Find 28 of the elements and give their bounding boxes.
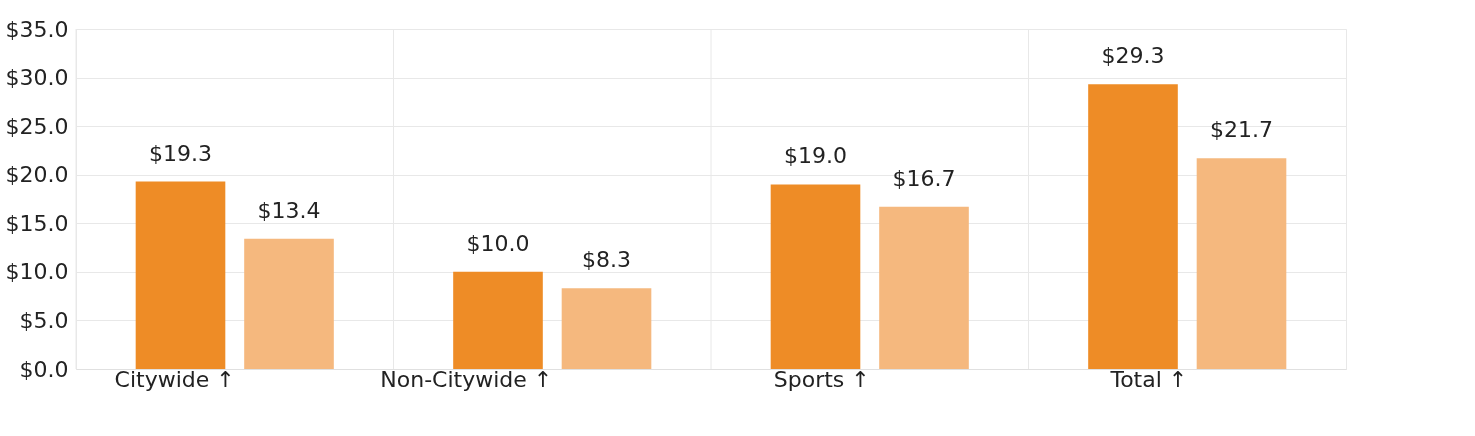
text: $19.3 [149,140,212,166]
text: $21.7 [1210,117,1273,143]
bar [1088,84,1178,369]
bar [453,271,543,369]
text: $13.4 [257,197,321,223]
text: $8.3 [582,247,631,273]
x-tick-label: Sports ↑ [773,366,870,392]
bar [135,181,226,369]
bar [879,206,969,369]
text: $10.0 [466,230,530,256]
text: $19.0 [784,143,847,169]
y-tick-label: $0.0 [19,356,69,382]
x-tick-label: Non-Citywide ↑ [380,366,553,392]
y-tick-label: $15.0 [5,210,69,236]
x-tick-label: Citywide ↑ [114,366,235,392]
bar [561,288,652,369]
y-tick-label: $25.0 [5,113,69,139]
y-tick-label: $10.0 [5,259,69,285]
y-tick-label: $30.0 [5,65,69,91]
x-tick-label: Total ↑ [1109,366,1188,392]
bar [770,184,861,369]
y-tick-label: $20.0 [5,162,69,188]
text: $29.3 [1101,43,1165,69]
text: $16.7 [892,165,956,191]
y-tick-label: $5.0 [19,307,69,333]
bar [1196,158,1287,369]
y-tick-label: $35.0 [5,16,69,42]
bar [244,238,334,369]
